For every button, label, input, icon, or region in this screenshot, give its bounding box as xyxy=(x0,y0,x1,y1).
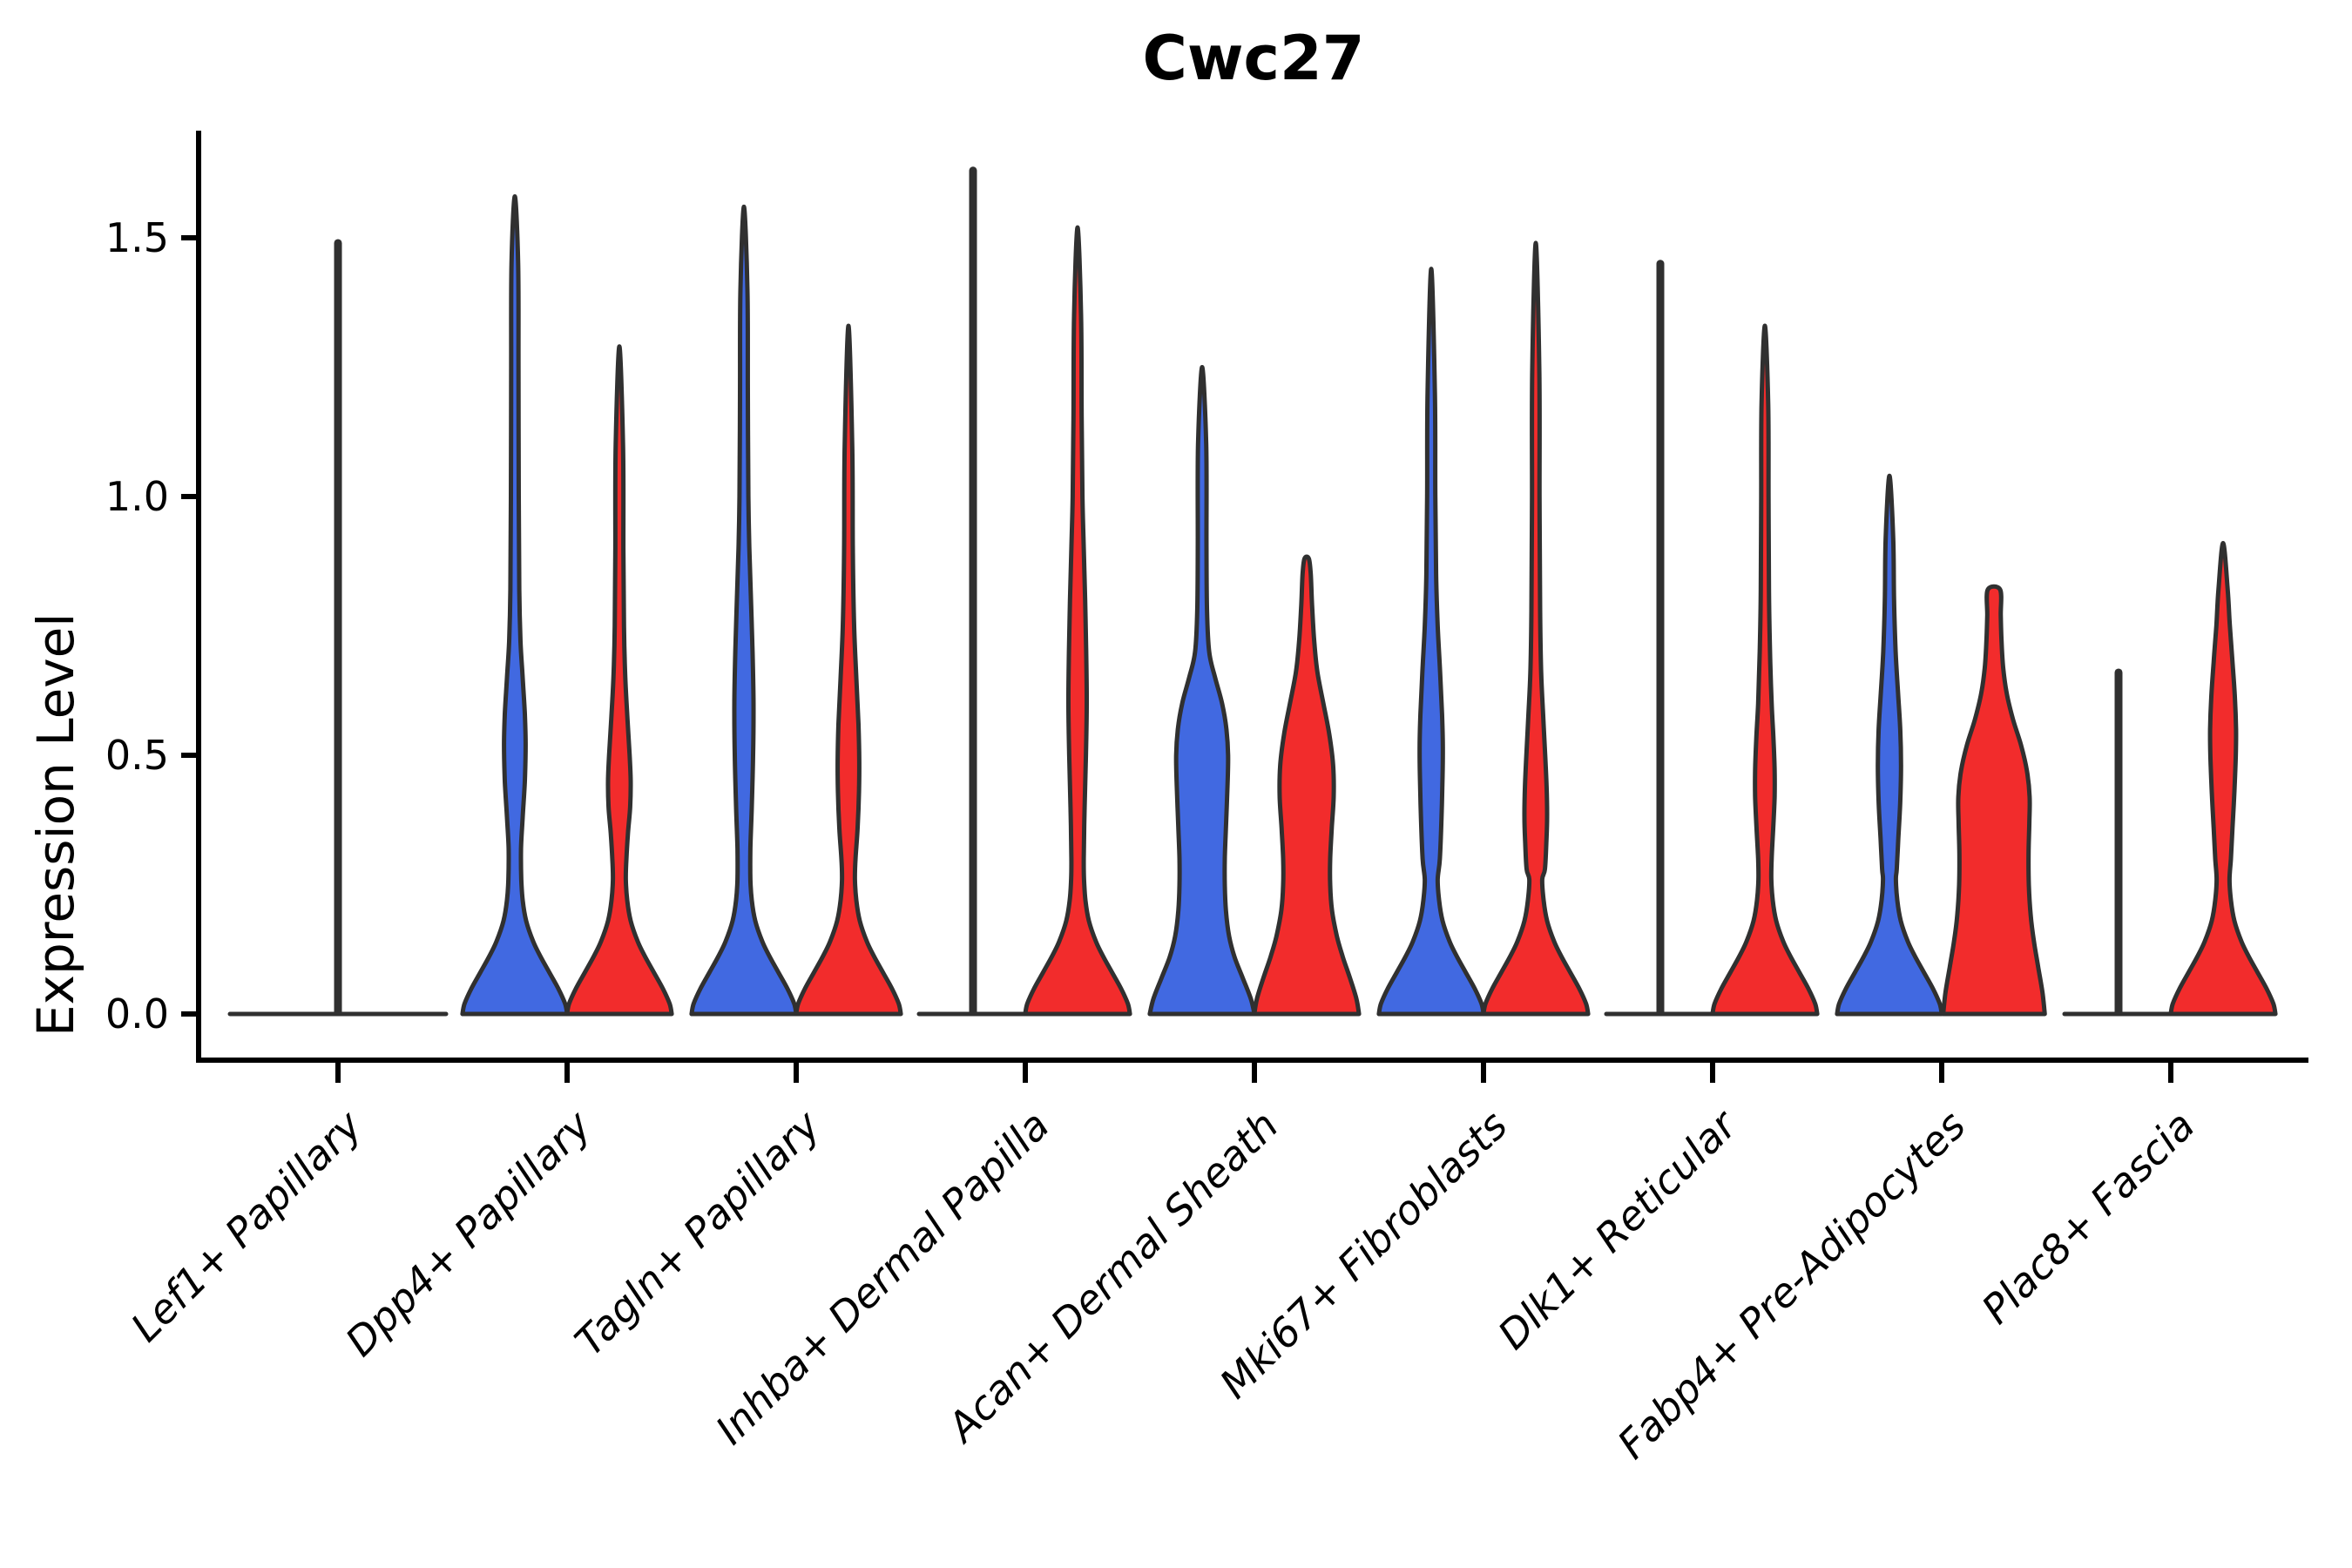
violin-blue xyxy=(689,204,799,1017)
chart-title: Cwc27 xyxy=(1142,23,1365,94)
violin-red xyxy=(1252,554,1362,1017)
violin-blue xyxy=(1147,365,1257,1017)
y-tick-label: 0.0 xyxy=(105,990,169,1037)
violin-red xyxy=(1023,225,1132,1017)
violin-blue xyxy=(1835,473,1944,1017)
y-tick-label: 1.5 xyxy=(105,214,169,261)
violin-red xyxy=(564,344,674,1017)
violin-red xyxy=(794,323,903,1017)
x-tick-label: Plac8+ Fascia xyxy=(1972,1102,2203,1333)
x-tick-label: Dpp4+ Papillary xyxy=(336,1101,600,1365)
violin-blue xyxy=(460,194,570,1017)
y-axis-label: Expression Level xyxy=(26,612,85,1037)
violin-blue xyxy=(1376,267,1486,1017)
x-tick-label: Dlk1+ Reticular xyxy=(1489,1099,1747,1358)
violin-red xyxy=(1941,584,2047,1017)
violin-red xyxy=(1710,323,1820,1017)
x-tick-label: Lef1+ Papillary xyxy=(122,1101,371,1350)
violin-red xyxy=(1481,240,1591,1017)
y-tick-label: 1.0 xyxy=(105,473,169,520)
violin-red xyxy=(2168,541,2278,1017)
y-tick-label: 0.5 xyxy=(105,732,169,779)
x-tick-label: Tagln+ Papillary xyxy=(565,1101,829,1365)
